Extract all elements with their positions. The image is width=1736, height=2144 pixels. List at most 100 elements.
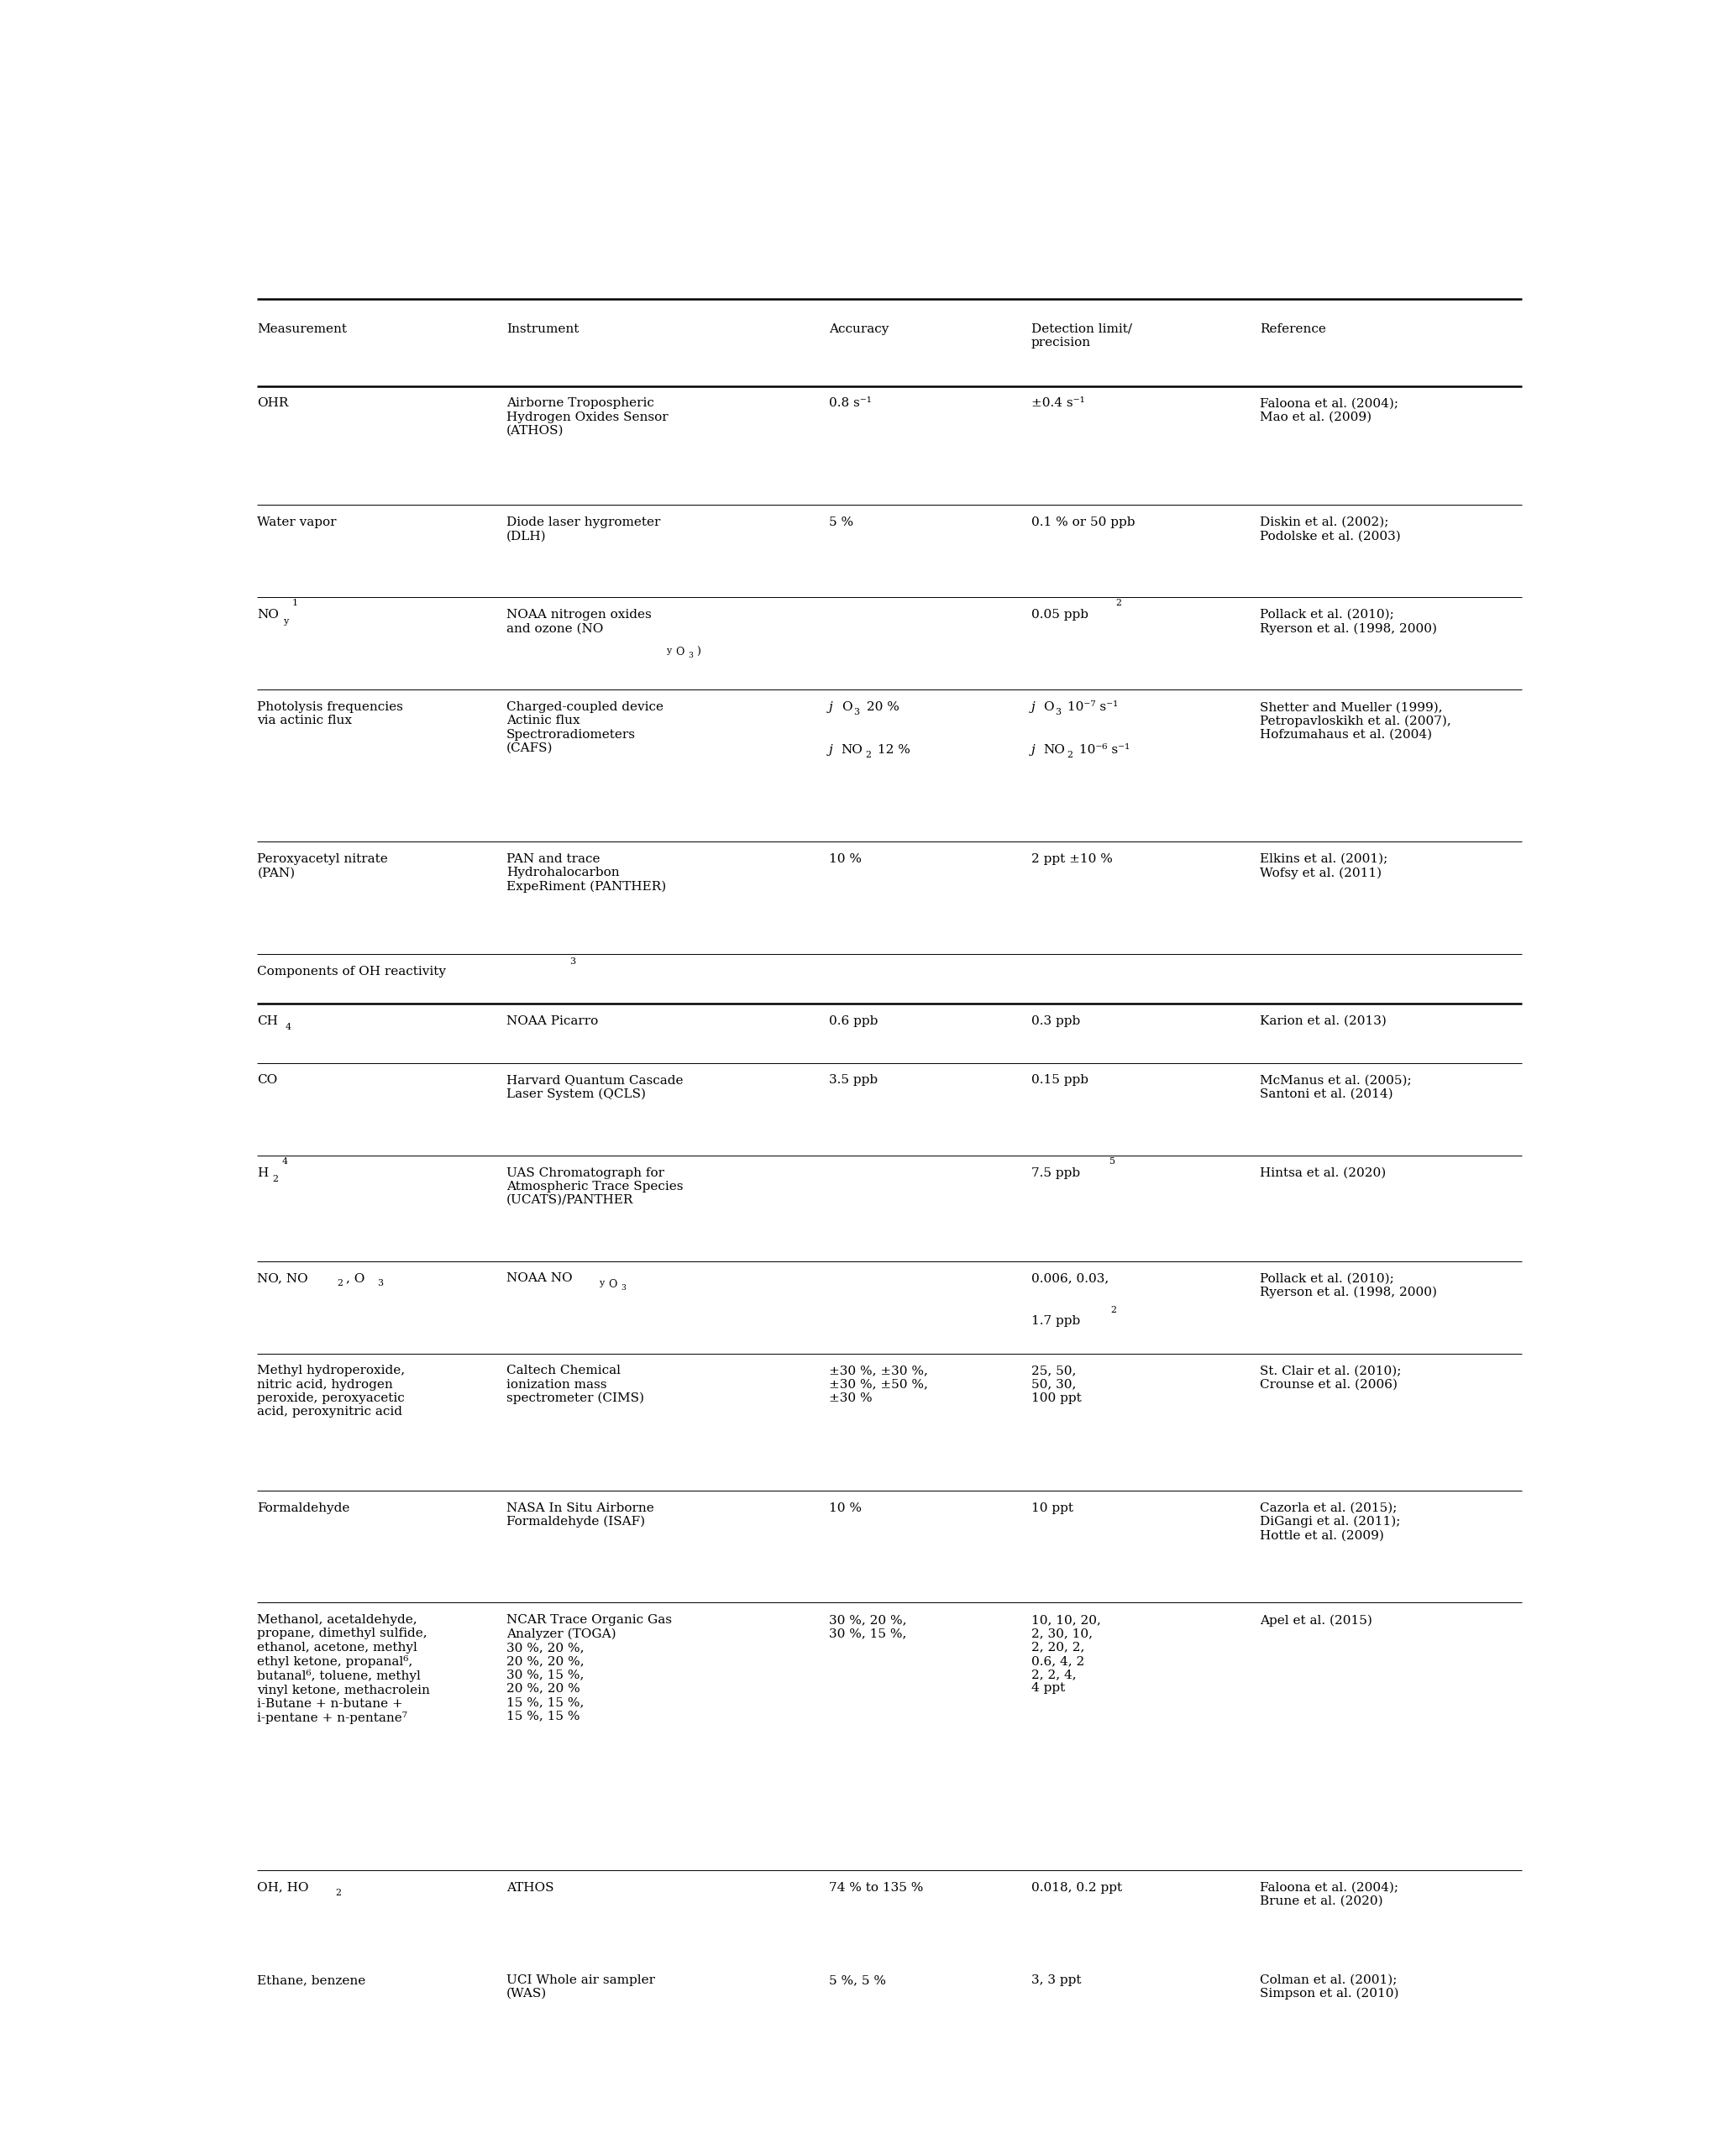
Text: O: O [675,647,684,658]
Text: ATHOS: ATHOS [507,1882,554,1893]
Text: j: j [830,744,833,757]
Text: 12 %: 12 % [873,744,910,757]
Text: Accuracy: Accuracy [830,324,889,334]
Text: Instrument: Instrument [507,324,578,334]
Text: 3: 3 [1055,708,1061,716]
Text: Water vapor: Water vapor [257,517,337,527]
Text: Methyl hydroperoxide,
nitric acid, hydrogen
peroxide, peroxyacetic
acid, peroxyn: Methyl hydroperoxide, nitric acid, hydro… [257,1366,404,1417]
Text: Diskin et al. (2002);
Podolske et al. (2003): Diskin et al. (2002); Podolske et al. (2… [1260,517,1401,542]
Text: 4: 4 [281,1158,288,1166]
Text: O: O [842,701,852,714]
Text: ): ) [696,647,700,658]
Text: Hintsa et al. (2020): Hintsa et al. (2020) [1260,1166,1385,1179]
Text: Reference: Reference [1260,324,1326,334]
Text: 25, 50,
50, 30,
100 ppt: 25, 50, 50, 30, 100 ppt [1031,1366,1082,1404]
Text: j: j [1031,744,1035,757]
Text: O: O [609,1280,618,1291]
Text: 2: 2 [337,1280,342,1289]
Text: 2: 2 [866,750,871,759]
Text: 3: 3 [569,956,575,965]
Text: 20 %: 20 % [863,701,899,714]
Text: 1.7 ppb: 1.7 ppb [1031,1316,1080,1327]
Text: Pollack et al. (2010);
Ryerson et al. (1998, 2000): Pollack et al. (2010); Ryerson et al. (1… [1260,1274,1437,1299]
Text: 10 %: 10 % [830,853,861,864]
Text: CH: CH [257,1014,278,1027]
Text: 4: 4 [286,1023,292,1031]
Text: 0.006, 0.03,: 0.006, 0.03, [1031,1274,1109,1284]
Text: Caltech Chemical
ionization mass
spectrometer (CIMS): Caltech Chemical ionization mass spectro… [507,1366,644,1404]
Text: 10 ppt: 10 ppt [1031,1503,1073,1514]
Text: y: y [667,647,672,656]
Text: y: y [283,617,288,626]
Text: Photolysis frequencies
via actinic flux: Photolysis frequencies via actinic flux [257,701,403,727]
Text: y: y [599,1280,604,1289]
Text: 5 %: 5 % [830,517,854,527]
Text: Colman et al. (2001);
Simpson et al. (2010): Colman et al. (2001); Simpson et al. (20… [1260,1975,1399,2000]
Text: Detection limit/
precision: Detection limit/ precision [1031,324,1132,349]
Text: 7.5 ppb: 7.5 ppb [1031,1166,1080,1179]
Text: Cazorla et al. (2015);
DiGangi et al. (2011);
Hottle et al. (2009): Cazorla et al. (2015); DiGangi et al. (2… [1260,1503,1401,1542]
Text: Methanol, acetaldehyde,
propane, dimethyl sulfide,
ethanol, acetone, methyl
ethy: Methanol, acetaldehyde, propane, dimethy… [257,1614,431,1724]
Text: j: j [1031,701,1035,714]
Text: 0.15 ppb: 0.15 ppb [1031,1074,1088,1087]
Text: 10⁻⁶ s⁻¹: 10⁻⁶ s⁻¹ [1075,744,1130,757]
Text: ±30 %, ±30 %,
±30 %, ±50 %,
±30 %: ±30 %, ±30 %, ±30 %, ±50 %, ±30 % [830,1366,929,1404]
Text: NCAR Trace Organic Gas
Analyzer (TOGA)
30 %, 20 %,
20 %, 20 %,
30 %, 15 %,
20 %,: NCAR Trace Organic Gas Analyzer (TOGA) 3… [507,1614,672,1722]
Text: NOAA Picarro: NOAA Picarro [507,1014,597,1027]
Text: 0.6 ppb: 0.6 ppb [830,1014,878,1027]
Text: 3, 3 ppt: 3, 3 ppt [1031,1975,1082,1985]
Text: Components of OH reactivity: Components of OH reactivity [257,965,446,978]
Text: 3.5 ppb: 3.5 ppb [830,1074,878,1087]
Text: 2: 2 [1111,1306,1116,1314]
Text: 0.05 ppb: 0.05 ppb [1031,609,1088,620]
Text: Charged-coupled device
Actinic flux
Spectroradiometers
(CAFS): Charged-coupled device Actinic flux Spec… [507,701,663,755]
Text: OH, HO: OH, HO [257,1882,309,1893]
Text: , O: , O [345,1274,365,1284]
Text: PAN and trace
Hydrohalocarbon
ExpeRiment (PANTHER): PAN and trace Hydrohalocarbon ExpeRiment… [507,853,667,892]
Text: Faloona et al. (2004);
Mao et al. (2009): Faloona et al. (2004); Mao et al. (2009) [1260,397,1397,422]
Text: 3: 3 [687,652,693,660]
Text: NOAA NO: NOAA NO [507,1274,573,1284]
Text: 74 % to 135 %: 74 % to 135 % [830,1882,924,1893]
Text: 5: 5 [1109,1158,1115,1166]
Text: NO: NO [842,744,863,757]
Text: Formaldehyde: Formaldehyde [257,1503,351,1514]
Text: 2: 2 [273,1175,278,1183]
Text: Peroxyacetyl nitrate
(PAN): Peroxyacetyl nitrate (PAN) [257,853,389,879]
Text: Apel et al. (2015): Apel et al. (2015) [1260,1614,1371,1627]
Text: UAS Chromatograph for
Atmospheric Trace Species
(UCATS)/PANTHER: UAS Chromatograph for Atmospheric Trace … [507,1166,682,1205]
Text: 0.018, 0.2 ppt: 0.018, 0.2 ppt [1031,1882,1121,1893]
Text: j: j [830,701,833,714]
Text: Ethane, benzene: Ethane, benzene [257,1975,366,1985]
Text: NOAA nitrogen oxides
and ozone (NO: NOAA nitrogen oxides and ozone (NO [507,609,651,635]
Text: 1: 1 [292,598,299,607]
Text: Harvard Quantum Cascade
Laser System (QCLS): Harvard Quantum Cascade Laser System (QC… [507,1074,682,1100]
Text: 2: 2 [335,1889,342,1897]
Text: Diode laser hygrometer
(DLH): Diode laser hygrometer (DLH) [507,517,660,542]
Text: UCI Whole air sampler
(WAS): UCI Whole air sampler (WAS) [507,1975,654,2000]
Text: Faloona et al. (2004);
Brune et al. (2020): Faloona et al. (2004); Brune et al. (202… [1260,1882,1397,1908]
Text: 0.1 % or 50 ppb: 0.1 % or 50 ppb [1031,517,1135,527]
Text: 3: 3 [377,1280,384,1289]
Text: 10 %: 10 % [830,1503,861,1514]
Text: 3: 3 [621,1284,625,1291]
Text: Pollack et al. (2010);
Ryerson et al. (1998, 2000): Pollack et al. (2010); Ryerson et al. (1… [1260,609,1437,635]
Text: NASA In Situ Airborne
Formaldehyde (ISAF): NASA In Situ Airborne Formaldehyde (ISAF… [507,1503,654,1529]
Text: ±0.4 s⁻¹: ±0.4 s⁻¹ [1031,397,1085,410]
Text: NO: NO [257,609,279,620]
Text: St. Clair et al. (2010);
Crounse et al. (2006): St. Clair et al. (2010); Crounse et al. … [1260,1366,1401,1389]
Text: 10⁻⁷ s⁻¹: 10⁻⁷ s⁻¹ [1062,701,1118,714]
Text: 0.8 s⁻¹: 0.8 s⁻¹ [830,397,871,410]
Text: McManus et al. (2005);
Santoni et al. (2014): McManus et al. (2005); Santoni et al. (2… [1260,1074,1411,1100]
Text: Airborne Tropospheric
Hydrogen Oxides Sensor
(ATHOS): Airborne Tropospheric Hydrogen Oxides Se… [507,397,668,437]
Text: 2: 2 [1068,750,1073,759]
Text: 3: 3 [854,708,859,716]
Text: 30 %, 20 %,
30 %, 15 %,: 30 %, 20 %, 30 %, 15 %, [830,1614,906,1640]
Text: Measurement: Measurement [257,324,347,334]
Text: H: H [257,1166,269,1179]
Text: Shetter and Mueller (1999),
Petropavloskikh et al. (2007),
Hofzumahaus et al. (2: Shetter and Mueller (1999), Petropavlosk… [1260,701,1451,740]
Text: Elkins et al. (2001);
Wofsy et al. (2011): Elkins et al. (2001); Wofsy et al. (2011… [1260,853,1387,879]
Text: CO: CO [257,1074,278,1087]
Text: 0.3 ppb: 0.3 ppb [1031,1014,1080,1027]
Text: NO: NO [1043,744,1064,757]
